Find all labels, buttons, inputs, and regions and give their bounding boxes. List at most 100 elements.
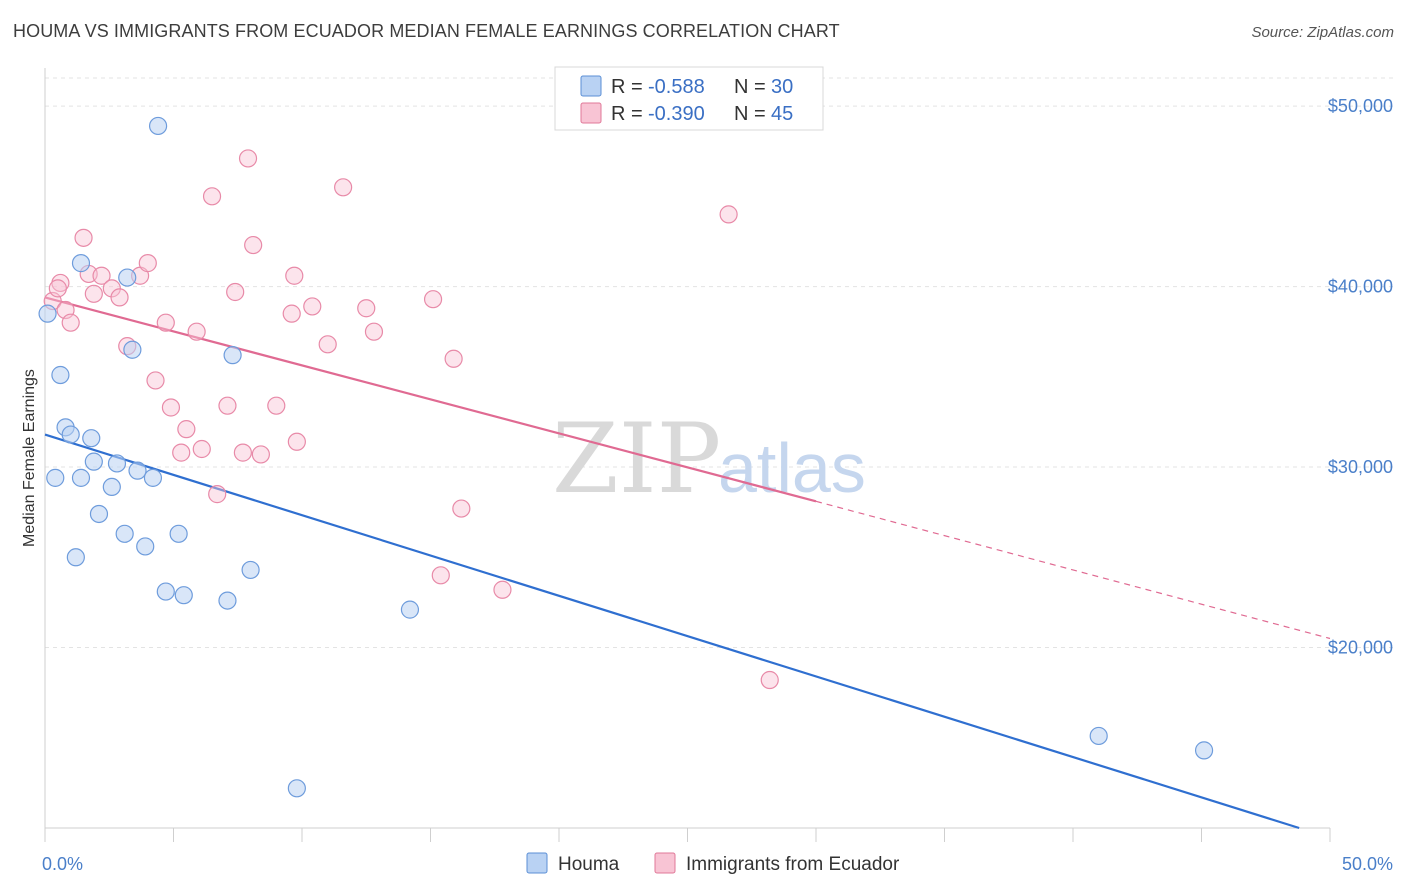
x-tick-label: 50.0% bbox=[1342, 854, 1393, 874]
data-point-ecuador bbox=[192, 439, 211, 459]
data-point-houma bbox=[241, 560, 260, 580]
legend-r-label: R = bbox=[611, 103, 643, 125]
data-point-houma bbox=[118, 268, 137, 287]
data-point-ecuador bbox=[431, 566, 450, 585]
data-point-houma bbox=[169, 524, 188, 543]
y-tick-label: $20,000 bbox=[1328, 638, 1393, 658]
data-point-ecuador bbox=[138, 254, 157, 273]
legend-swatch-ecuador bbox=[580, 102, 602, 124]
data-point-houma bbox=[71, 254, 91, 273]
data-point-houma bbox=[148, 116, 168, 136]
legend-n-value-houma: 30 bbox=[771, 76, 793, 98]
legend-r-value-ecuador: -0.390 bbox=[648, 103, 705, 125]
data-point-ecuador bbox=[285, 266, 304, 285]
data-point-houma bbox=[218, 591, 237, 610]
data-point-houma bbox=[61, 425, 80, 444]
data-point-houma bbox=[84, 452, 103, 471]
legend-r-label: R = bbox=[611, 76, 643, 98]
data-point-houma bbox=[89, 504, 109, 524]
data-point-houma bbox=[174, 586, 193, 605]
data-point-houma bbox=[115, 524, 134, 543]
data-point-ecuador bbox=[208, 485, 227, 504]
data-point-ecuador bbox=[452, 499, 471, 518]
data-point-houma bbox=[71, 468, 91, 487]
data-point-ecuador bbox=[146, 371, 165, 390]
chart-title: HOUMA VS IMMIGRANTS FROM ECUADOR MEDIAN … bbox=[13, 21, 840, 41]
data-point-ecuador bbox=[244, 235, 263, 255]
data-point-houma bbox=[128, 461, 147, 480]
legend-r-value-houma: -0.588 bbox=[648, 76, 705, 98]
data-point-ecuador bbox=[74, 228, 93, 247]
legend-n-label: N = bbox=[734, 76, 766, 98]
data-point-ecuador bbox=[444, 349, 463, 368]
data-point-houma bbox=[223, 346, 242, 365]
data-point-ecuador bbox=[267, 396, 286, 415]
data-point-houma bbox=[287, 779, 306, 798]
legend-n-value-ecuador: 45 bbox=[771, 103, 793, 125]
series-legend: Houma Immigrants from Ecuador bbox=[526, 852, 900, 875]
data-point-houma bbox=[38, 304, 57, 323]
data-point-ecuador bbox=[357, 299, 376, 318]
data-point-ecuador bbox=[303, 297, 322, 316]
trend-line-extension-ecuador bbox=[815, 500, 1331, 640]
data-point-ecuador bbox=[282, 304, 301, 323]
y-tick-label: $50,000 bbox=[1328, 96, 1393, 116]
data-point-ecuador bbox=[251, 445, 270, 464]
data-point-ecuador bbox=[156, 313, 175, 332]
data-point-houma bbox=[51, 365, 70, 385]
data-point-ecuador bbox=[202, 187, 222, 206]
data-point-ecuador bbox=[238, 149, 258, 168]
data-point-ecuador bbox=[61, 313, 80, 332]
source-credit: Source: ZipAtlas.com bbox=[1251, 24, 1394, 41]
data-point-ecuador bbox=[318, 335, 337, 354]
data-point-houma bbox=[156, 582, 175, 601]
data-point-ecuador bbox=[760, 670, 779, 690]
data-point-ecuador bbox=[92, 266, 111, 285]
trend-lines bbox=[44, 296, 1331, 830]
trend-line-ecuador bbox=[44, 296, 817, 503]
axes bbox=[44, 68, 1331, 842]
y-tick-label: $40,000 bbox=[1328, 277, 1393, 297]
data-point-houma bbox=[143, 468, 163, 487]
bottom-legend-label-ecuador: Immigrants from Ecuador bbox=[686, 854, 900, 875]
data-point-houma bbox=[102, 477, 121, 496]
data-point-ecuador bbox=[493, 580, 512, 599]
data-points bbox=[38, 116, 1214, 798]
data-point-ecuador bbox=[48, 279, 67, 298]
data-point-houma bbox=[123, 340, 142, 359]
bottom-legend-label-houma: Houma bbox=[558, 854, 620, 875]
x-tick-label: 0.0% bbox=[42, 854, 83, 874]
data-point-houma bbox=[46, 468, 65, 487]
y-axis-label: Median Female Earnings bbox=[21, 369, 38, 547]
bottom-legend-swatch-houma bbox=[526, 852, 548, 874]
data-point-houma bbox=[1089, 726, 1108, 746]
watermark-zip: ZIP bbox=[552, 403, 721, 515]
data-point-houma bbox=[400, 600, 420, 619]
data-point-ecuador bbox=[226, 282, 245, 302]
data-point-ecuador bbox=[172, 443, 191, 462]
y-tick-label: $30,000 bbox=[1328, 457, 1393, 477]
bottom-legend-swatch-ecuador bbox=[654, 852, 676, 874]
legend-swatch-houma bbox=[580, 75, 602, 97]
data-point-houma bbox=[107, 454, 127, 473]
data-point-ecuador bbox=[177, 420, 196, 439]
data-point-ecuador bbox=[187, 322, 206, 341]
x-tick-labels: 0.0% 50.0% bbox=[42, 854, 1393, 874]
data-point-ecuador bbox=[334, 178, 353, 197]
data-point-houma bbox=[66, 548, 85, 567]
data-point-ecuador bbox=[719, 205, 738, 224]
data-point-ecuador bbox=[287, 432, 306, 451]
data-point-ecuador bbox=[364, 322, 384, 341]
y-tick-labels: $20,000 $30,000 $40,000 $50,000 bbox=[1328, 96, 1393, 657]
data-point-houma bbox=[82, 429, 101, 448]
legend-n-label: N = bbox=[734, 103, 766, 125]
data-point-houma bbox=[1194, 741, 1214, 760]
data-point-ecuador bbox=[218, 396, 237, 415]
data-point-ecuador bbox=[161, 398, 181, 417]
stats-legend: R = -0.588 N = 30 R = -0.390 N = 45 bbox=[554, 66, 824, 131]
data-point-ecuador bbox=[110, 288, 129, 307]
data-point-ecuador bbox=[233, 443, 252, 462]
data-point-ecuador bbox=[84, 284, 103, 303]
data-point-ecuador bbox=[423, 290, 443, 309]
